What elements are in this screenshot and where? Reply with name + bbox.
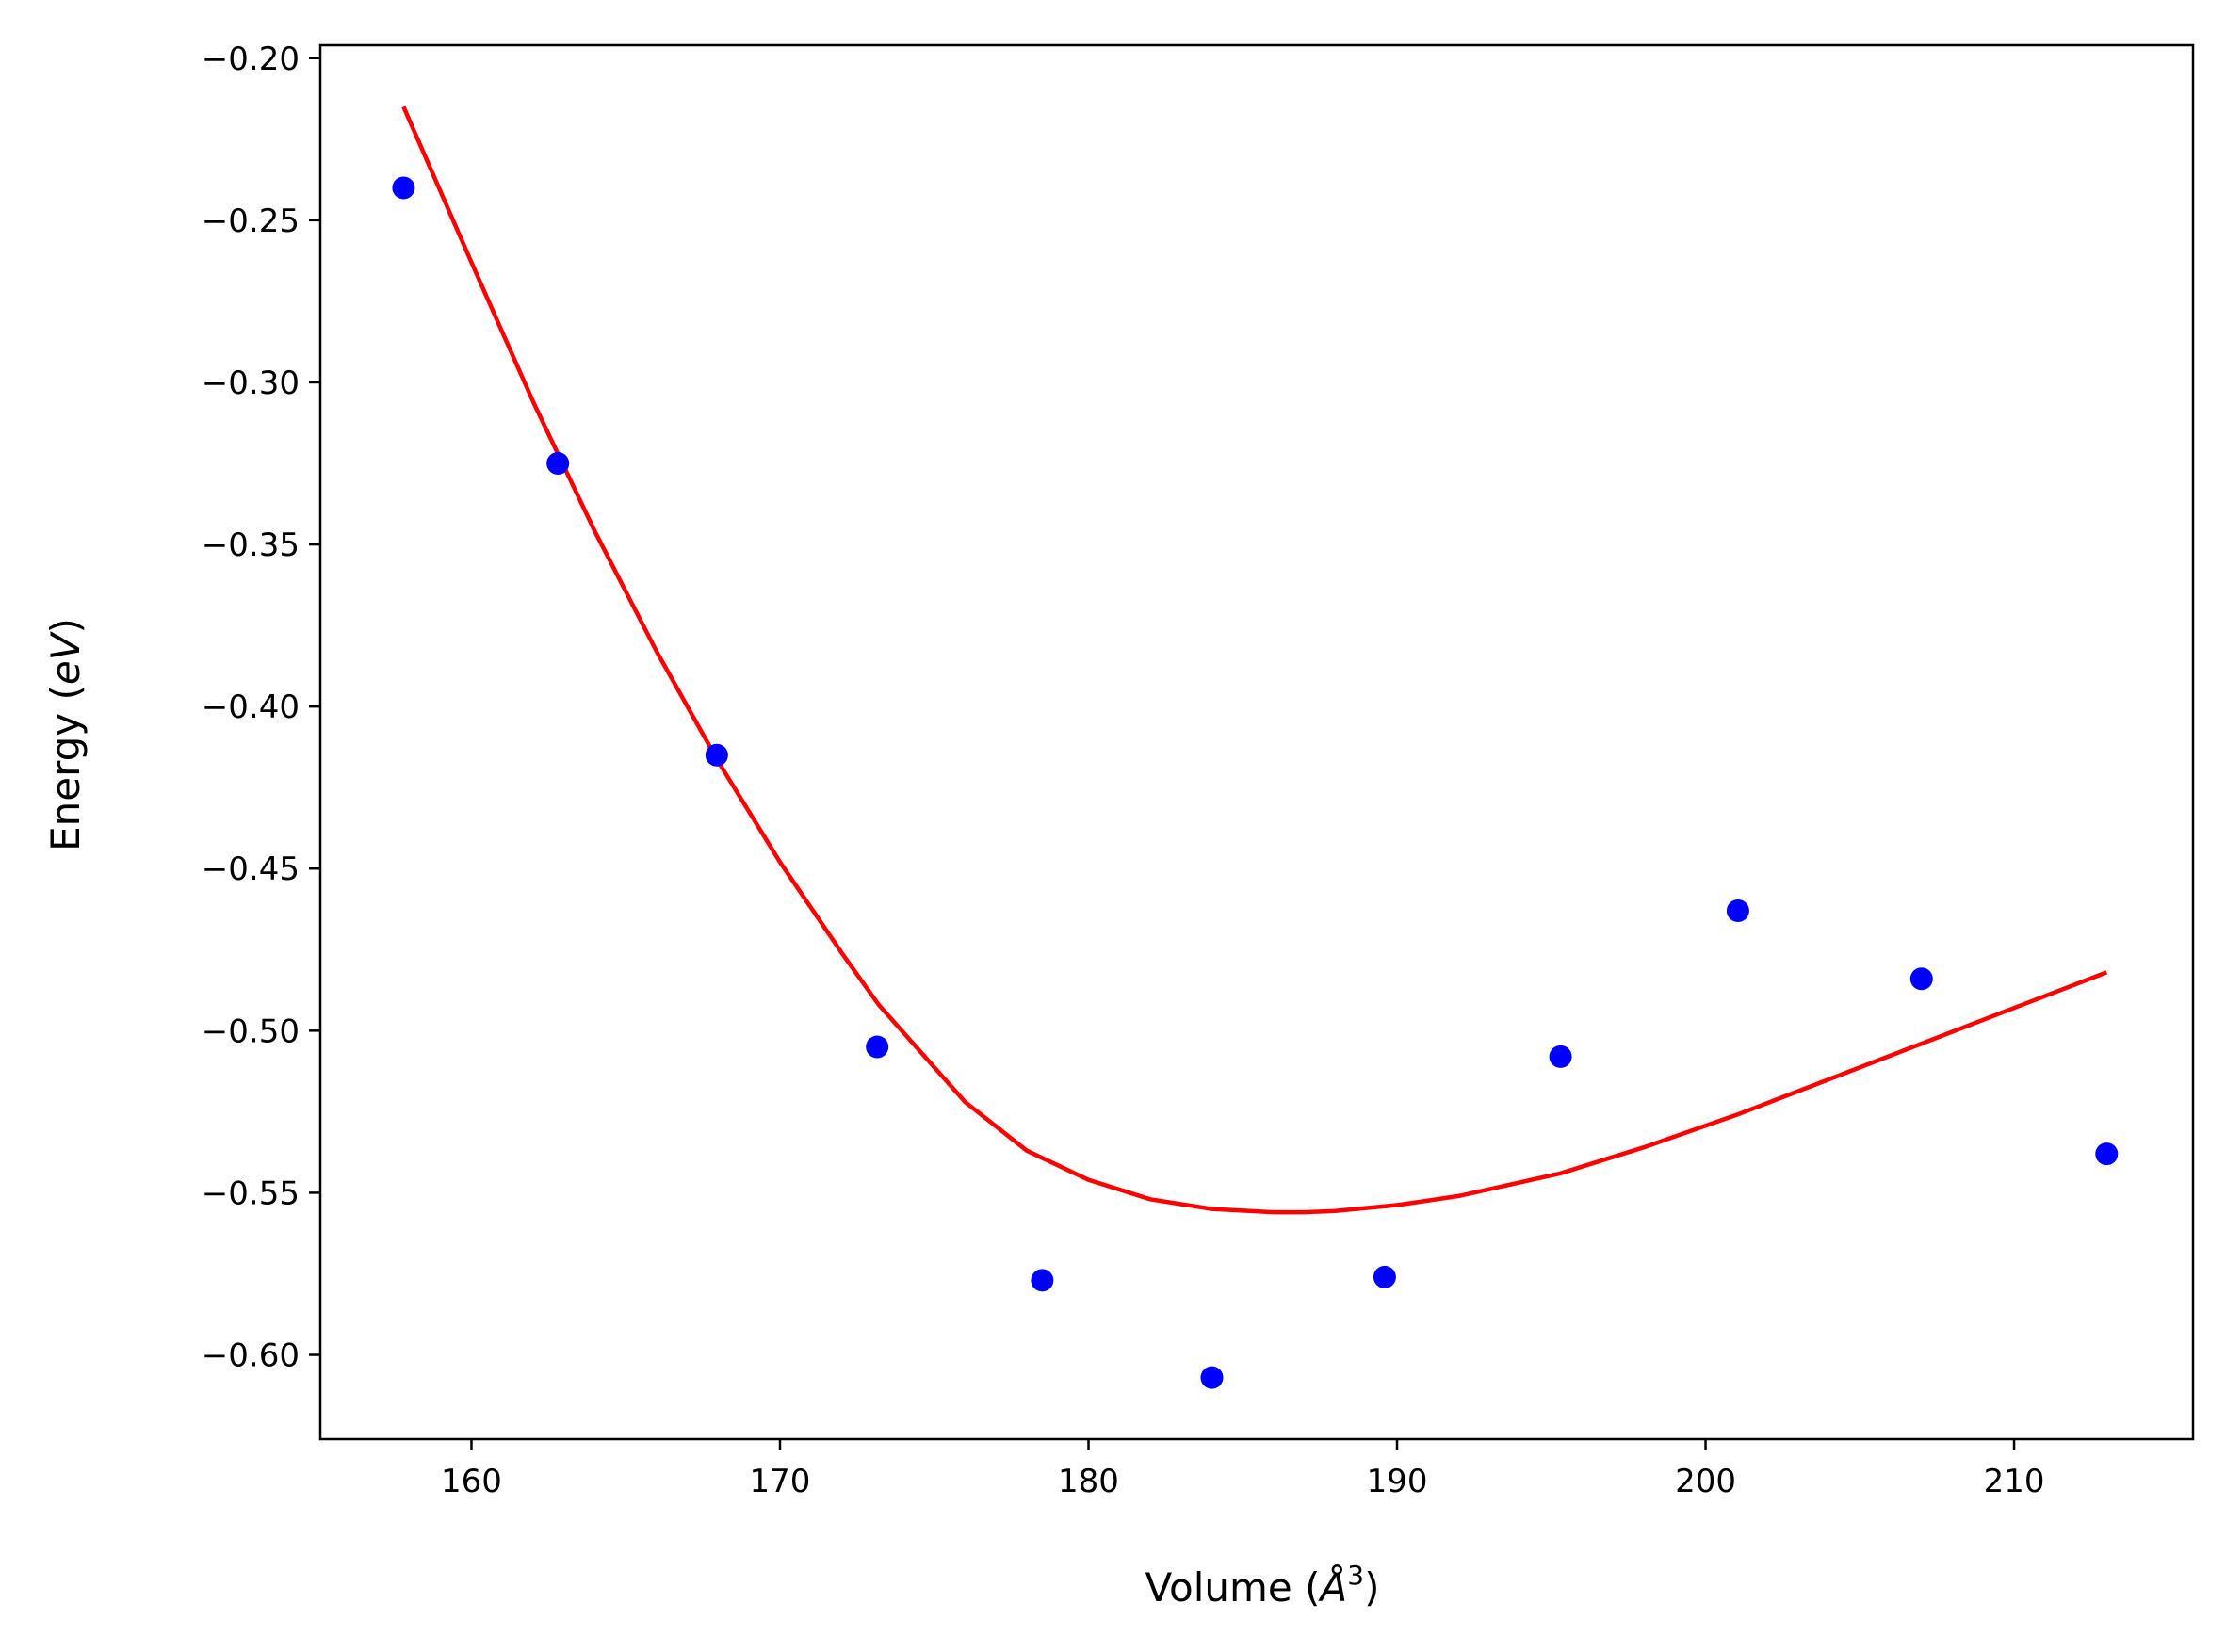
x-tick-label: 200: [1675, 1463, 1736, 1500]
plot-area: [318, 43, 2195, 1441]
y-axis: −0.20 −0.25 −0.30 −0.35 −0.40 −0.45 −0.50 −0.55…: [202, 40, 320, 1375]
y-tick-label: −0.20: [202, 40, 300, 78]
data-point: [1031, 1269, 1054, 1292]
y-tick-label: −0.55: [202, 1174, 300, 1212]
x-tick-label: 160: [441, 1463, 502, 1500]
y-tick-label: −0.35: [202, 526, 300, 564]
data-point: [1373, 1265, 1396, 1288]
data-point: [546, 452, 570, 475]
x-axis: 160 170 180 190 200 210: [441, 1439, 2044, 1500]
data-point: [1549, 1045, 1572, 1068]
x-axis-label-power: 3: [1347, 1560, 1364, 1591]
data-point: [1726, 899, 1749, 922]
y-tick-label: −0.60: [202, 1337, 300, 1375]
x-axis-label: Volume (Å3): [1145, 1560, 1380, 1611]
y-axis-label-prefix: Energy (: [42, 685, 89, 851]
data-point: [392, 176, 415, 200]
plot-frame: [318, 43, 2195, 1441]
fit-curve-layer: [401, 105, 2108, 1215]
y-tick-label: −0.25: [202, 202, 300, 240]
y-tick-label: −0.40: [202, 688, 300, 726]
x-tick-label: 170: [750, 1463, 811, 1500]
data-point: [705, 743, 728, 767]
data-point: [1909, 967, 1933, 991]
x-tick-label: 180: [1058, 1463, 1119, 1500]
x-axis-label-suffix: ): [1364, 1564, 1379, 1611]
y-axis-label: Energy (eV): [42, 618, 89, 851]
data-points-layer: [392, 176, 2119, 1389]
y-tick-label: −0.45: [202, 850, 300, 888]
y-tick-label: −0.30: [202, 364, 300, 402]
y-tick-label: −0.50: [202, 1012, 300, 1050]
y-axis-label-unit: eV: [42, 630, 89, 685]
x-tick-label: 210: [1984, 1463, 2045, 1500]
data-point: [866, 1035, 889, 1059]
data-point: [2095, 1142, 2119, 1166]
x-axis-label-prefix: Volume (: [1145, 1564, 1321, 1611]
data-point: [1200, 1366, 1224, 1389]
x-tick-label: 190: [1367, 1463, 1428, 1500]
y-axis-label-suffix: ): [42, 618, 89, 633]
fit-curve: [401, 105, 2108, 1215]
x-axis-label-unit: Å: [1318, 1563, 1348, 1611]
